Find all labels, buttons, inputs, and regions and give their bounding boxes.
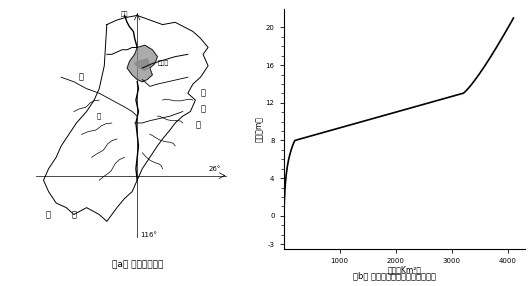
Y-axis label: 海拔（m）: 海拔（m） <box>255 116 264 142</box>
Polygon shape <box>127 45 157 82</box>
Text: （b） 鄱阳湖水位与面积变化的关系: （b） 鄱阳湖水位与面积变化的关系 <box>354 271 436 280</box>
Text: 岭: 岭 <box>72 210 76 219</box>
X-axis label: 面积（Km²）: 面积（Km²） <box>387 265 421 274</box>
Polygon shape <box>135 59 150 70</box>
Text: 江: 江 <box>97 113 101 120</box>
Text: 26°: 26° <box>208 166 220 172</box>
Text: 鄱阳湖: 鄱阳湖 <box>157 61 169 66</box>
Text: 武: 武 <box>200 89 206 98</box>
Text: （a） 鄱阳湖水系图: （a） 鄱阳湖水系图 <box>111 260 163 269</box>
Text: 南: 南 <box>46 210 51 219</box>
Text: 夷: 夷 <box>200 105 206 114</box>
Text: 长江: 长江 <box>121 11 128 17</box>
Text: 赣: 赣 <box>79 73 84 82</box>
Text: 116°: 116° <box>140 232 157 238</box>
Text: 山: 山 <box>196 121 200 130</box>
